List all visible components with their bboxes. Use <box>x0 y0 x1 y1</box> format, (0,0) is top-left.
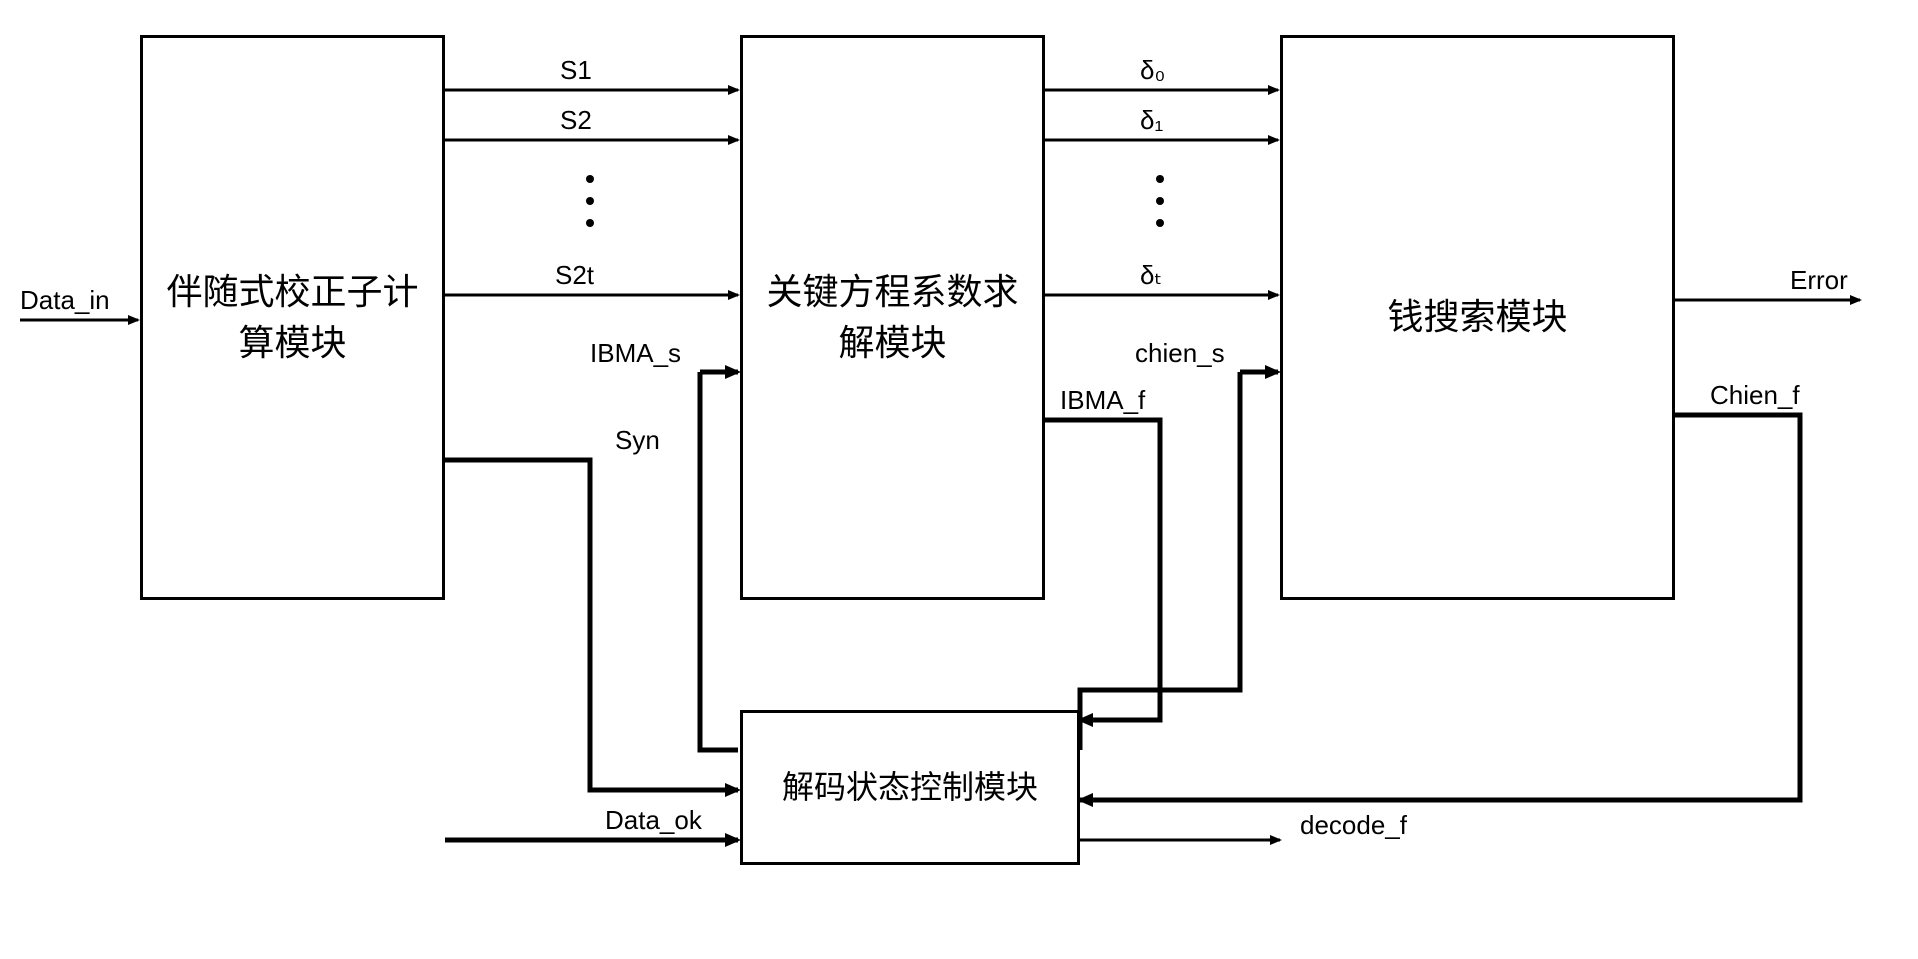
syndrome-label: 伴随式校正子计算模块 <box>166 267 418 368</box>
label-syn: Syn <box>615 425 660 456</box>
label-dt: δₜ <box>1140 260 1162 291</box>
chien-search-module: 钱搜索模块 <box>1280 35 1675 600</box>
label-ibma-f: IBMA_f <box>1060 385 1145 416</box>
bch-decoder-block-diagram: 伴随式校正子计算模块 关键方程系数求解模块 钱搜索模块 解码状态控制模块 Dat… <box>0 0 1918 959</box>
label-chien-s: chien_s <box>1135 338 1225 369</box>
label-chien-f: Chien_f <box>1710 380 1800 411</box>
syndrome-calc-module: 伴随式校正子计算模块 <box>140 35 445 600</box>
label-data-ok: Data_ok <box>605 805 702 836</box>
label-s1: S1 <box>560 55 592 86</box>
label-s2t: S2t <box>555 260 594 291</box>
keyeq-label: 关键方程系数求解模块 <box>766 267 1018 368</box>
control-label: 解码状态控制模块 <box>782 765 1038 810</box>
label-ibma-s: IBMA_s <box>590 338 681 369</box>
label-d0: δ₀ <box>1140 55 1165 86</box>
label-error: Error <box>1790 265 1848 296</box>
chien-label: 钱搜索模块 <box>1387 292 1567 342</box>
decode-state-control-module: 解码状态控制模块 <box>740 710 1080 865</box>
label-data-in: Data_in <box>20 285 110 316</box>
ellipsis-dots-left <box>586 175 594 227</box>
label-decode-f: decode_f <box>1300 810 1407 841</box>
ellipsis-dots-right <box>1156 175 1164 227</box>
key-equation-module: 关键方程系数求解模块 <box>740 35 1045 600</box>
label-s2: S2 <box>560 105 592 136</box>
label-d1: δ₁ <box>1140 105 1163 136</box>
